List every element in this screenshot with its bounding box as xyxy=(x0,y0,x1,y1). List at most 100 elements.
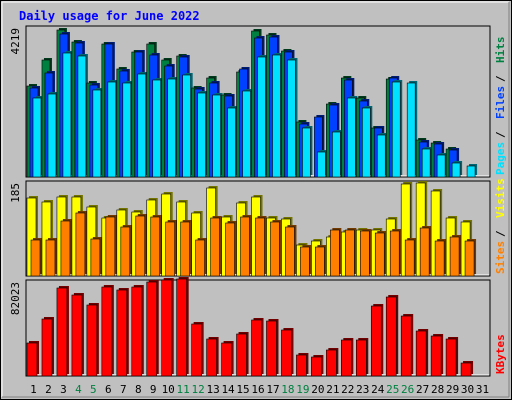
x-tick-label-day-12: 12 xyxy=(192,383,205,396)
bar-kbytes-day-20 xyxy=(311,356,322,377)
x-tick-label-day-21: 21 xyxy=(326,383,339,396)
bar-sites-day-8 xyxy=(135,215,146,277)
panel-hits_files_pages: 4219 Pages / Files / Hits xyxy=(9,25,507,178)
bar-pages-day-21 xyxy=(332,131,341,178)
x-tick-label-day-28: 28 xyxy=(431,383,444,396)
bar-kbytes-day-4 xyxy=(71,294,83,377)
bar-kbytes-day-18 xyxy=(281,329,292,377)
bar-sites-day-15 xyxy=(240,216,250,277)
bar-sites-day-4 xyxy=(75,212,86,277)
legend-sites: Sites xyxy=(494,241,507,274)
y-max-label: 4219 xyxy=(9,28,22,55)
bar-sites-day-14 xyxy=(225,222,235,277)
bar-pages-day-1 xyxy=(32,97,42,178)
bar-pages-day-16 xyxy=(257,56,266,178)
bar-sites-day-11 xyxy=(180,221,190,277)
legend-kbytes: KBytes xyxy=(494,334,507,374)
bar-sites-day-5 xyxy=(90,238,101,277)
bar-kbytes-day-28 xyxy=(430,335,442,377)
x-tick-label-day-13: 13 xyxy=(206,383,219,396)
bar-pages-day-27 xyxy=(421,148,431,178)
legend-separator: / xyxy=(494,75,507,82)
bar-kbytes-day-10 xyxy=(161,279,173,377)
bar-sites-day-23 xyxy=(359,230,370,277)
x-tick-label-day-7: 7 xyxy=(120,383,127,396)
bar-pages-day-4 xyxy=(77,55,87,178)
bar-sites-day-10 xyxy=(165,221,176,277)
x-tick-label-day-31: 31 xyxy=(476,383,489,396)
bar-pages-day-26 xyxy=(406,82,416,178)
bar-sites-day-24 xyxy=(374,232,385,277)
x-tick-label-day-26: 26 xyxy=(401,383,414,396)
x-tick-label-day-9: 9 xyxy=(150,383,157,396)
bar-kbytes-day-9 xyxy=(146,281,158,377)
legend-hits: Hits xyxy=(494,37,507,64)
x-tick-label-day-14: 14 xyxy=(221,383,235,396)
x-tick-label-day-20: 20 xyxy=(311,383,324,396)
bar-pages-day-17 xyxy=(272,54,281,178)
legend-separator: / xyxy=(494,131,507,138)
bar-sites-day-13 xyxy=(210,217,220,277)
bar-pages-day-10 xyxy=(167,78,177,178)
bar-pages-day-9 xyxy=(152,79,162,178)
bar-sites-day-9 xyxy=(150,216,161,277)
bar-kbytes-day-29 xyxy=(445,338,457,377)
x-tick-label-day-23: 23 xyxy=(356,383,369,396)
chart-title: Daily usage for June 2022 xyxy=(19,9,200,23)
x-tick-label-day-18: 18 xyxy=(281,383,294,396)
bar-kbytes-day-3 xyxy=(56,287,68,377)
x-tick-label-day-30: 30 xyxy=(461,383,474,396)
bar-kbytes-day-1 xyxy=(26,342,38,377)
panel-visits_sites: 185 Sites / Visits xyxy=(9,178,507,277)
legend-pages: Pages xyxy=(494,142,507,175)
legend-separator: / xyxy=(494,230,507,237)
bar-kbytes-day-6 xyxy=(101,286,113,377)
bar-sites-day-18 xyxy=(285,226,295,277)
bar-kbytes-day-14 xyxy=(221,342,232,377)
bar-pages-day-12 xyxy=(197,92,206,178)
bar-sites-day-25 xyxy=(389,230,400,277)
x-tick-label-day-17: 17 xyxy=(266,383,279,396)
x-tick-label-day-25: 25 xyxy=(386,383,399,396)
bar-kbytes-day-5 xyxy=(86,304,98,377)
bar-sites-day-26 xyxy=(404,239,415,277)
bar-sites-day-22 xyxy=(345,229,355,277)
bar-sites-day-2 xyxy=(45,239,56,277)
bar-kbytes-day-8 xyxy=(131,286,143,377)
bar-sites-day-1 xyxy=(30,239,41,277)
x-tick-label-day-8: 8 xyxy=(135,383,142,396)
bar-pages-day-20 xyxy=(317,151,326,178)
x-tick-label-day-22: 22 xyxy=(341,383,354,396)
bar-pages-day-3 xyxy=(62,52,72,178)
bar-kbytes-day-12 xyxy=(191,323,202,377)
y-max-label: 82023 xyxy=(9,282,22,315)
bar-kbytes-day-11 xyxy=(176,278,187,377)
x-tick-label-day-29: 29 xyxy=(446,383,459,396)
bar-sites-day-29 xyxy=(449,236,460,277)
bar-sites-day-30 xyxy=(464,240,475,277)
bar-pages-day-18 xyxy=(287,59,296,178)
x-tick-label-day-6: 6 xyxy=(105,383,112,396)
bar-sites-day-12 xyxy=(195,239,205,277)
bar-kbytes-day-25 xyxy=(385,296,397,377)
bar-kbytes-day-22 xyxy=(341,339,352,377)
bar-sites-day-3 xyxy=(60,220,71,277)
bar-pages-day-8 xyxy=(137,73,147,178)
bar-kbytes-day-26 xyxy=(400,315,412,377)
x-tick-label-day-27: 27 xyxy=(416,383,429,396)
bar-kbytes-day-7 xyxy=(116,289,128,377)
y-max-label: 185 xyxy=(9,183,22,203)
x-tick-label-day-24: 24 xyxy=(371,383,385,396)
bar-kbytes-day-30 xyxy=(460,362,472,377)
bar-kbytes-day-23 xyxy=(355,339,367,377)
x-tick-label-day-15: 15 xyxy=(236,383,249,396)
legend-files: Files xyxy=(494,86,507,119)
legend-visits: Visits xyxy=(494,178,507,218)
bar-pages-day-5 xyxy=(92,89,102,178)
x-tick-label-day-16: 16 xyxy=(251,383,264,396)
bar-pages-day-29 xyxy=(451,162,461,178)
x-tick-label-day-4: 4 xyxy=(75,383,82,396)
bar-pages-day-2 xyxy=(47,93,57,178)
bar-pages-day-30 xyxy=(466,165,476,178)
bar-sites-day-16 xyxy=(255,217,265,277)
